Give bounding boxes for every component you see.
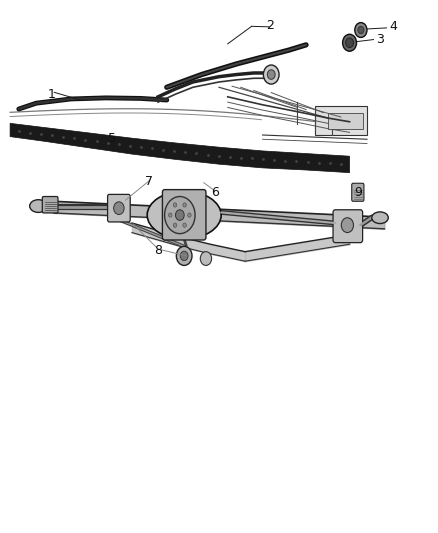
Circle shape: [346, 38, 353, 47]
Circle shape: [114, 202, 124, 215]
Text: 6: 6: [211, 186, 219, 199]
FancyBboxPatch shape: [42, 197, 58, 213]
Text: 4: 4: [389, 20, 397, 34]
Text: 7: 7: [145, 175, 153, 188]
Ellipse shape: [372, 212, 389, 223]
Circle shape: [173, 223, 177, 227]
Text: 5: 5: [108, 132, 117, 144]
Circle shape: [176, 210, 184, 220]
Circle shape: [343, 34, 357, 51]
Circle shape: [341, 217, 353, 232]
FancyBboxPatch shape: [108, 195, 130, 222]
Text: 9: 9: [354, 186, 362, 199]
Circle shape: [183, 203, 186, 207]
Text: 2: 2: [266, 19, 274, 32]
Circle shape: [263, 65, 279, 84]
Circle shape: [187, 213, 191, 217]
FancyBboxPatch shape: [328, 113, 363, 128]
Ellipse shape: [147, 191, 221, 239]
Circle shape: [180, 251, 188, 261]
Circle shape: [169, 213, 172, 217]
Polygon shape: [10, 123, 350, 173]
Circle shape: [355, 22, 367, 37]
Ellipse shape: [30, 200, 47, 213]
Circle shape: [358, 26, 364, 34]
FancyBboxPatch shape: [352, 183, 364, 201]
Text: 8: 8: [154, 244, 162, 257]
FancyBboxPatch shape: [333, 210, 363, 243]
Text: 1: 1: [47, 87, 55, 101]
FancyBboxPatch shape: [162, 190, 206, 240]
FancyBboxPatch shape: [315, 106, 367, 135]
Text: 3: 3: [376, 33, 384, 46]
Circle shape: [267, 70, 275, 79]
Circle shape: [183, 223, 186, 227]
Circle shape: [200, 252, 212, 265]
Circle shape: [165, 197, 195, 233]
Circle shape: [177, 246, 192, 265]
Circle shape: [173, 203, 177, 207]
